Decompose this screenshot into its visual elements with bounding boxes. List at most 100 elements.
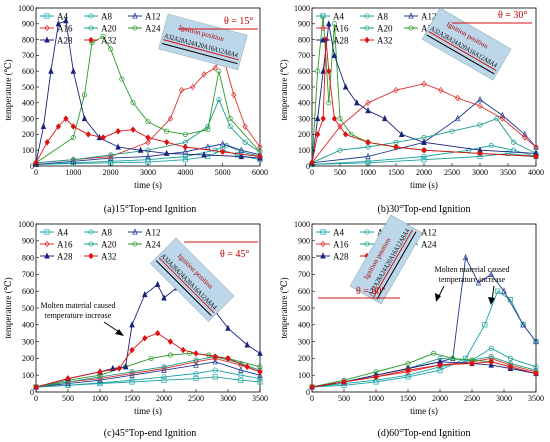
legend-swatch-marker [44, 36, 50, 43]
y-tick-label: 0 [306, 388, 310, 397]
data-point [212, 374, 218, 380]
data-point [180, 346, 186, 354]
series-line [311, 99, 537, 164]
data-point [44, 139, 50, 146]
data-point [167, 338, 174, 345]
series-a32 [33, 329, 263, 391]
data-point [182, 131, 188, 137]
data-point [81, 92, 88, 98]
data-point [219, 140, 226, 147]
legend-swatch-marker [44, 24, 50, 32]
data-point [116, 365, 122, 372]
y-tick-label: 600 [22, 67, 34, 76]
data-point [337, 116, 343, 122]
data-point [108, 152, 114, 158]
series-line [311, 118, 537, 164]
data-point [382, 114, 388, 122]
y-tick-label: 200 [22, 130, 34, 139]
data-point [495, 288, 501, 294]
data-point [137, 146, 144, 153]
y-tick-label: 500 [22, 83, 34, 92]
x-tick-label: 2000 [432, 394, 448, 403]
legend-swatch-marker [88, 252, 94, 260]
data-point [108, 46, 114, 52]
data-point [129, 369, 135, 375]
y-tick-label: 0 [30, 388, 34, 397]
series-line [35, 143, 261, 165]
data-point [421, 138, 427, 145]
x-tick-label: 2000 [156, 394, 172, 403]
data-point [454, 94, 461, 102]
series-line [35, 357, 261, 388]
data-point [163, 149, 170, 156]
inset-background [421, 7, 512, 81]
data-point [108, 153, 114, 160]
panel-d: 0 500 1000 1500 2000 2500 3000 3500 0 100 200 300 40… [279, 214, 544, 439]
x-tick-label: 1000 [368, 394, 384, 403]
data-point [520, 321, 526, 328]
data-point [342, 83, 349, 90]
inset-background [349, 214, 423, 305]
data-point [161, 365, 167, 372]
inset-red-line [373, 229, 413, 298]
legend-label: A16 [57, 240, 73, 250]
data-point [238, 366, 244, 373]
legend-item-a28: A28 [316, 252, 349, 262]
x-tick-label: 0 [34, 168, 38, 177]
legend-item-a32: A32 [84, 36, 117, 46]
data-point [167, 352, 173, 358]
y-tick-label: 800 [298, 35, 310, 44]
data-point [244, 341, 250, 348]
x-tick-label: 3500 [528, 394, 544, 403]
data-point [511, 139, 517, 145]
series-a8 [309, 142, 539, 167]
data-point [100, 33, 106, 39]
y-tick-label: 900 [22, 20, 34, 29]
data-point [314, 114, 321, 122]
series-line [35, 54, 261, 164]
series-line [35, 369, 261, 388]
y-tick-label: 400 [298, 321, 310, 330]
legend-label: A28 [57, 36, 73, 46]
legend-item-a24: A24 [128, 240, 161, 250]
data-point [488, 358, 494, 366]
tick-layer: 0 500 1000 1500 2000 2500 3000 3500 0 100 200 300 40… [18, 220, 268, 403]
data-point [193, 376, 199, 382]
data-point [477, 122, 483, 128]
legend-label: A24 [145, 240, 161, 250]
x-tick-label: 2500 [444, 168, 460, 177]
data-point [142, 290, 148, 298]
y-tick-label: 300 [22, 114, 34, 123]
data-point [161, 374, 167, 380]
y-axis-label: temperature (℃) [3, 59, 13, 120]
x-tick-label: 2500 [188, 394, 204, 403]
legend-label: A24 [421, 240, 437, 250]
data-point [533, 370, 539, 377]
data-point [450, 355, 456, 361]
legend-item-a4: A4 [40, 228, 68, 238]
data-point [499, 115, 506, 122]
data-point [145, 119, 151, 125]
data-point [488, 345, 494, 351]
inset-background [150, 237, 235, 322]
data-point [70, 135, 76, 141]
x-tick-label: 4000 [177, 168, 193, 177]
data-point [231, 91, 237, 99]
series-line [311, 39, 537, 163]
legend-item-a16: A16 [316, 24, 349, 34]
data-point [115, 143, 121, 150]
legend-swatch-marker [44, 13, 50, 19]
data-point [365, 107, 371, 114]
data-point [193, 357, 199, 363]
angle-label: θ = 60° [356, 286, 385, 297]
data-point [201, 71, 207, 78]
data-point [119, 76, 125, 82]
data-point [161, 294, 167, 301]
y-tick-label: 700 [22, 270, 34, 279]
data-point [145, 152, 151, 160]
data-point [533, 337, 539, 345]
data-point [522, 130, 528, 137]
legend-item-a28: A28 [40, 36, 73, 46]
